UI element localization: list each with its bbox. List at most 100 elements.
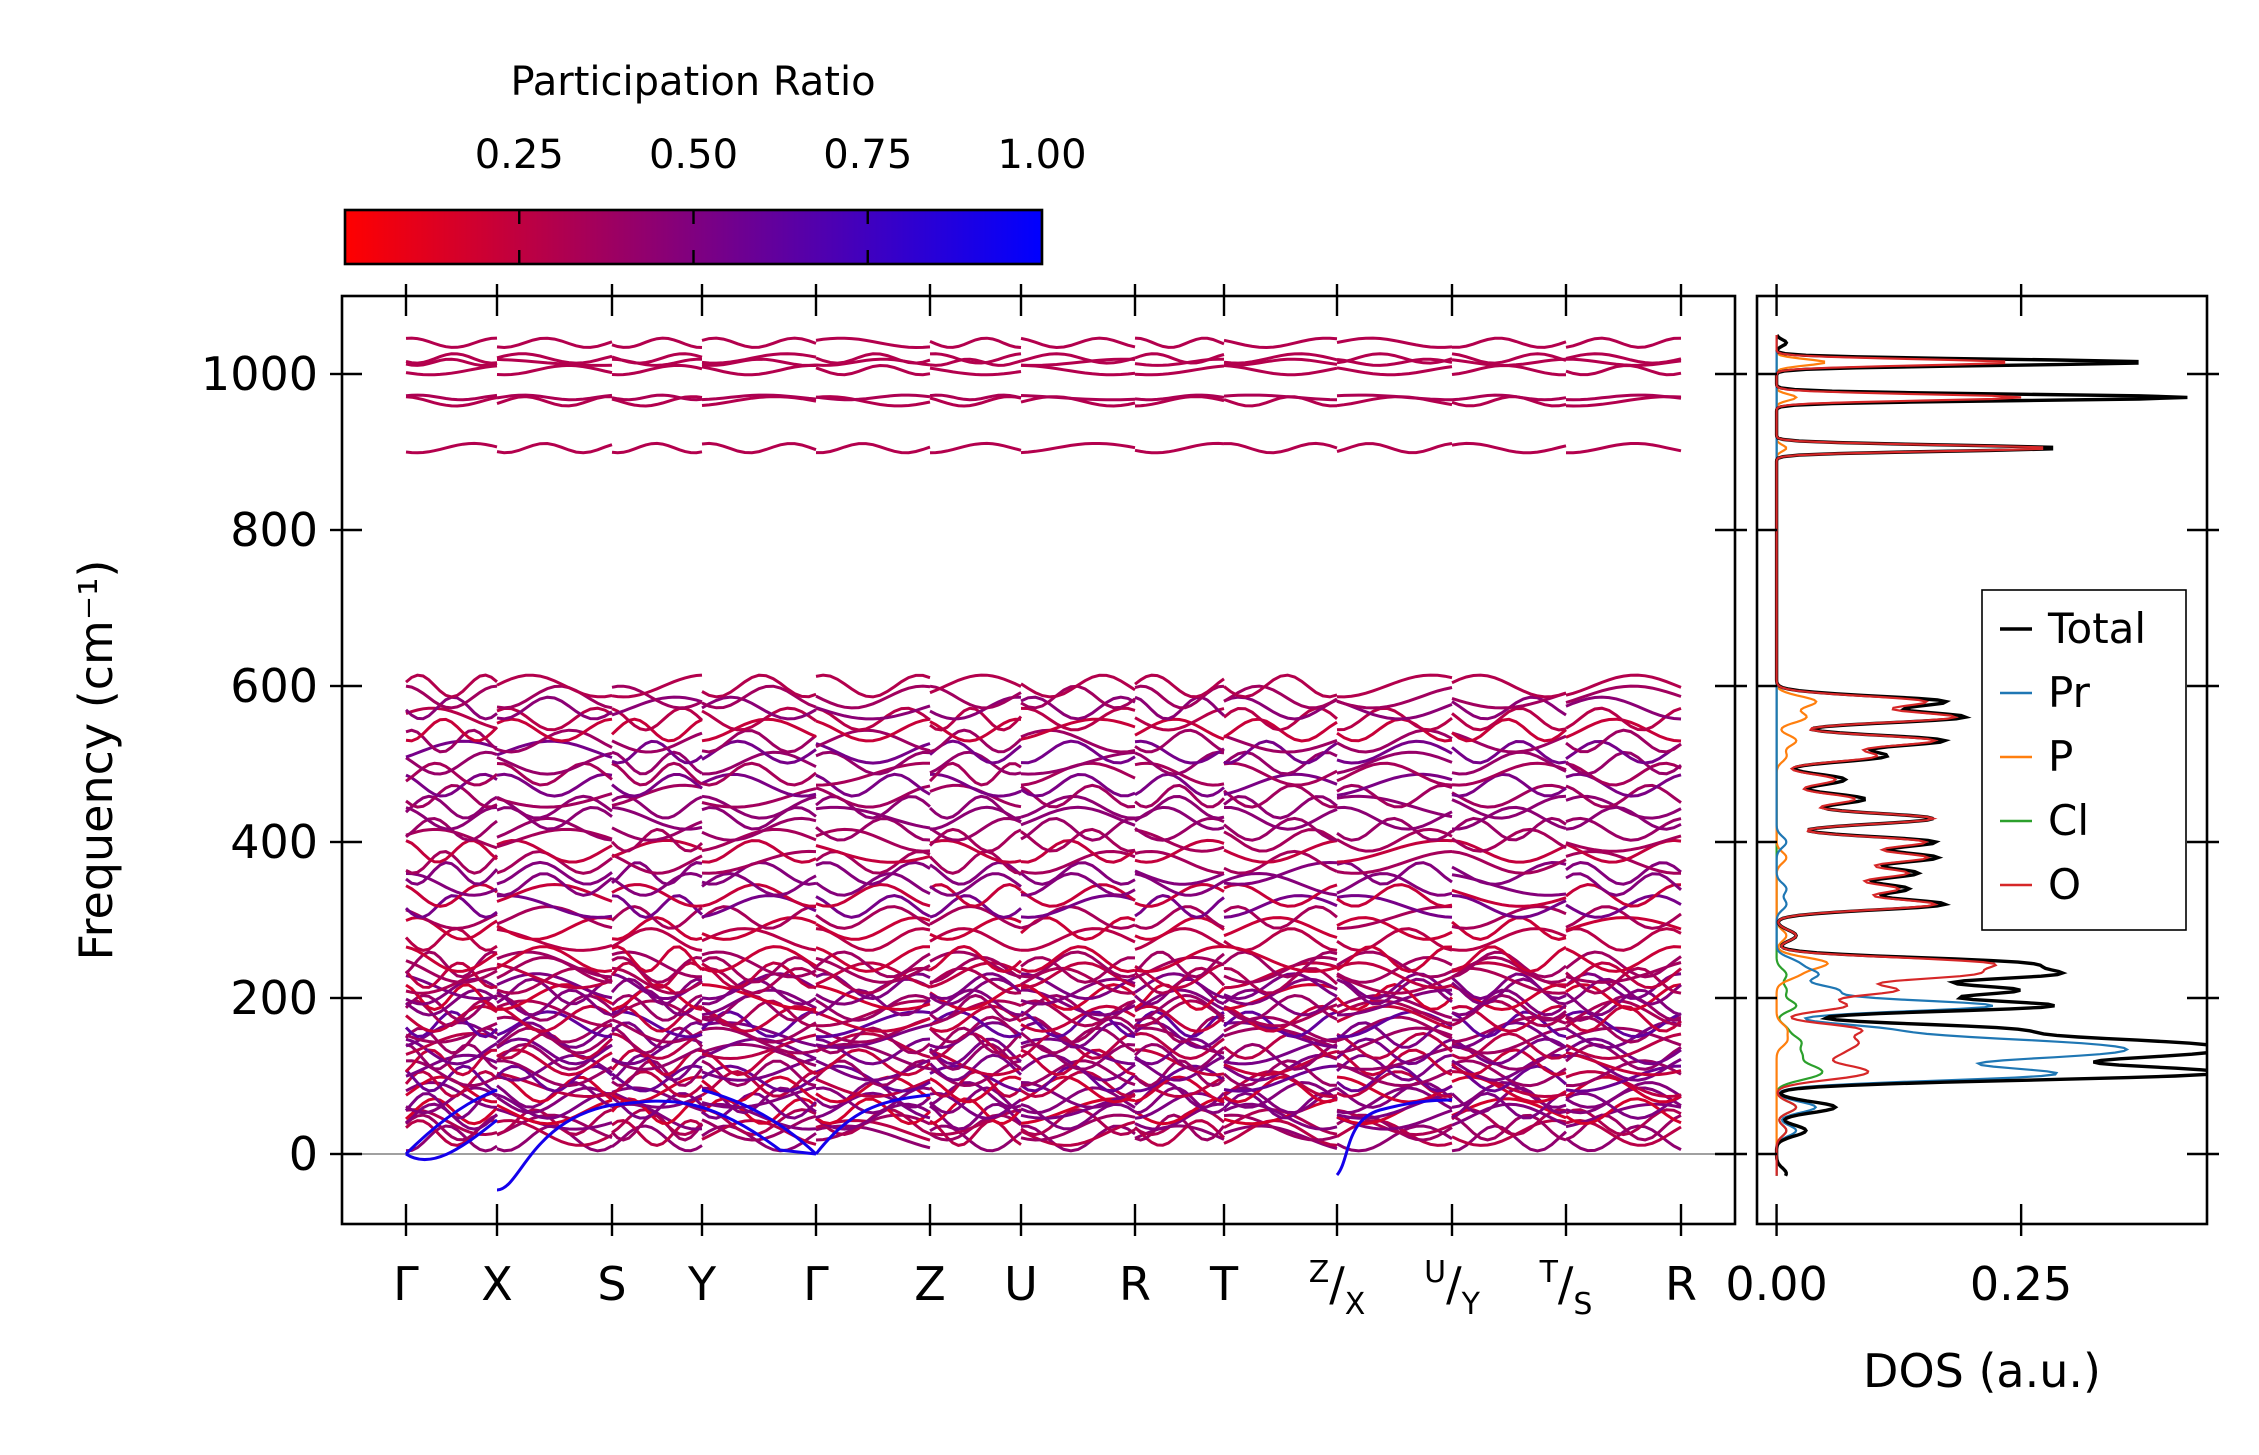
phonon-band — [1020, 972, 1136, 1001]
phonon-band — [929, 1097, 1023, 1126]
phonon-band — [405, 839, 498, 864]
phonon-band — [701, 961, 817, 990]
phonon-band — [496, 1086, 613, 1115]
phonon-band — [1223, 916, 1338, 939]
phonon-band — [1223, 905, 1338, 930]
phonon-band — [1020, 739, 1136, 765]
phonon-band — [1020, 905, 1136, 930]
phonon-band — [701, 849, 817, 875]
phonon-band — [405, 441, 498, 455]
phonon-band — [701, 1085, 817, 1109]
phonon-band — [496, 893, 613, 919]
phonon-band — [928, 1086, 1022, 1115]
phonon-band — [405, 395, 498, 408]
phonon-band — [701, 336, 817, 349]
phonon-band — [611, 393, 703, 402]
phonon-band — [1020, 883, 1136, 908]
phonon-band — [496, 441, 613, 455]
phonon-band — [611, 761, 703, 787]
phonon-band — [1565, 945, 1682, 973]
phonon-band — [611, 871, 703, 897]
phonon-band — [929, 717, 1022, 743]
phonon-band — [1020, 772, 1136, 798]
phonon-band — [1020, 1032, 1136, 1060]
phonon-band — [1134, 794, 1225, 820]
phonon-band — [701, 950, 817, 979]
phonon-band — [1451, 783, 1567, 809]
phonon-band — [701, 839, 817, 864]
phonon-band — [929, 961, 1022, 989]
phonon-band — [1223, 945, 1338, 973]
phonon-band — [611, 706, 704, 732]
phonon-band — [1336, 1053, 1453, 1082]
k-point-label: Γ — [393, 1257, 419, 1311]
phonon-band — [1020, 728, 1136, 754]
phonon-band — [496, 860, 613, 886]
phonon-band — [701, 787, 817, 809]
phonon-band — [1451, 441, 1567, 455]
phonon-band — [404, 993, 498, 1022]
phonon-band — [610, 827, 704, 853]
phonon-band — [929, 966, 1022, 995]
phonon-band — [405, 750, 498, 776]
phonon-band — [1020, 861, 1136, 886]
phonon-band — [1451, 1097, 1567, 1120]
phonon-band — [701, 1042, 817, 1068]
phonon-band — [405, 1059, 498, 1087]
phonon-band — [815, 956, 931, 984]
phonon-band — [1451, 904, 1567, 930]
phonon-band — [611, 684, 703, 710]
phonon-band — [496, 1075, 613, 1104]
phonon-band — [1134, 816, 1225, 842]
phonon-band — [1223, 894, 1338, 919]
phonon-band — [1565, 684, 1682, 704]
phonon-band — [701, 772, 817, 798]
frequency-axis-label: Frequency (cm⁻¹) — [69, 560, 123, 961]
phonon-band — [1223, 882, 1338, 908]
phonon-band — [1020, 336, 1136, 350]
phonon-band — [1336, 794, 1453, 819]
phonon-band — [1336, 699, 1453, 721]
y-tick-label: 200 — [230, 971, 318, 1025]
phonon-band — [928, 761, 1022, 787]
y-tick-label: 400 — [230, 815, 318, 869]
phonon-band — [1336, 883, 1453, 908]
phonon-band — [611, 894, 703, 919]
phonon-band — [1223, 794, 1338, 820]
k-point-label: Y — [687, 1257, 717, 1311]
dos-curve-o — [1775, 335, 2044, 1176]
phonon-band — [1451, 916, 1567, 941]
phonon-band — [1565, 977, 1682, 1006]
acoustic-branch — [404, 1088, 498, 1156]
phonon-band — [496, 1004, 613, 1033]
phonon-band — [1020, 357, 1136, 367]
phonon-band — [701, 739, 817, 765]
phonon-band — [1134, 945, 1224, 974]
k-point-label: T/S — [1539, 1255, 1593, 1322]
phonon-band — [815, 844, 931, 864]
phonon-band — [496, 1010, 613, 1039]
phonon-band — [1223, 395, 1338, 408]
phonon-band — [1134, 357, 1224, 367]
phonon-band — [1565, 988, 1682, 1017]
colorbar: Participation Ratio 0.25 0.50 0.75 1.00 — [343, 59, 1087, 266]
phonon-band — [404, 1070, 499, 1098]
phonon-band — [405, 1124, 498, 1153]
phonon-band — [1134, 707, 1225, 732]
phonon-band — [1336, 352, 1453, 365]
phonon-band — [1451, 706, 1567, 732]
phonon-band — [1565, 695, 1682, 721]
phonon-band — [701, 927, 817, 952]
phonon-band — [701, 1102, 817, 1131]
phonon-band — [1451, 993, 1567, 1022]
phonon-band — [1565, 1113, 1682, 1142]
phonon-band — [1134, 1005, 1225, 1033]
phonon-band — [1565, 849, 1681, 875]
phonon-band — [1020, 977, 1136, 1006]
phonon-band — [930, 772, 1022, 798]
phonon-band — [1452, 336, 1567, 349]
phonon-band — [404, 961, 498, 990]
phonon-band — [1565, 927, 1682, 952]
phonon-band — [1020, 927, 1136, 952]
phonon-band — [1134, 1055, 1225, 1082]
